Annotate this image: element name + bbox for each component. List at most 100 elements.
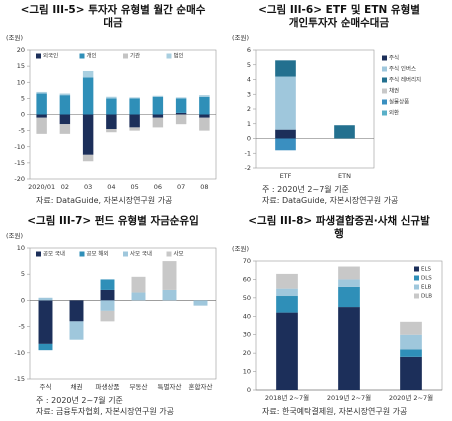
unit-label: (조원) <box>6 231 23 240</box>
y-tick-label: 6 <box>247 46 251 54</box>
legend-label: ELS <box>421 267 432 273</box>
x-tick-label: 04 <box>107 183 115 191</box>
y-tick-label: 60 <box>243 275 251 283</box>
x-tick-label: 2020년 2~7월 <box>389 393 433 402</box>
bar-segment <box>276 312 298 390</box>
chart-panel: <그림 III-8> 파생결합증권·사채 신규발행 (조원) 0 10 20 30 40 50… <box>226 211 452 421</box>
legend-swatch <box>414 266 419 272</box>
y-tick-label: 4 <box>247 76 251 84</box>
legend-label: 외환 <box>389 109 399 117</box>
legend-label: 주식 인버스 <box>389 65 416 73</box>
chart-note: 주 : 2020년 2~7월 기준 <box>36 396 123 405</box>
bar-segment <box>100 310 115 322</box>
bar-segment <box>82 114 94 155</box>
chart: (조원) 0 10 20 30 40 50 60 70 2018년 2~7월 2019년 2~7월 2… <box>232 244 443 402</box>
bar-segment <box>129 98 140 115</box>
unit-label: (조원) <box>232 33 249 42</box>
chart-note: 자료: DataGuide, 자본시장연구원 가공 <box>36 196 173 205</box>
bar-segment <box>129 127 140 131</box>
y-tick-label: 20 <box>17 46 25 54</box>
x-tick-label: 03 <box>84 183 92 191</box>
bar-segment <box>175 98 187 113</box>
bar-segment <box>162 261 177 290</box>
bar-segment <box>59 114 71 125</box>
chart-title: <그림 III-6> ETF 및 ETN 유형별 개인투자자 순매수대금 <box>258 4 420 29</box>
chart-note: 자료: 한국예탁결제원, 자본시장연구원 가공 <box>262 407 408 416</box>
legend-swatch <box>414 275 419 281</box>
bar-segment <box>400 356 422 390</box>
x-tick-label: 2020/01 <box>28 183 55 191</box>
bar-segment <box>100 289 115 301</box>
bar-segment <box>276 273 298 289</box>
unit-label: (조원) <box>6 33 23 42</box>
x-tick-label: ETN <box>338 172 351 180</box>
bar-segment <box>69 321 84 340</box>
bar-segment <box>106 98 117 115</box>
chart-title: <그림 III-7> 펀드 유형별 자금순유입 <box>27 215 199 227</box>
chart-panel: <그림 III-6> ETF 및 ETN 유형별 개인투자자 순매수대금 (조원)… <box>226 0 452 210</box>
bar-segment <box>338 266 360 280</box>
bar-segment <box>152 117 164 128</box>
y-tick-label: 5 <box>21 270 25 278</box>
bar-segment <box>106 96 117 99</box>
y-tick-label: -5 <box>19 323 25 331</box>
legend-label: DLB <box>421 294 432 300</box>
y-tick-label: 30 <box>243 331 251 339</box>
bar-segment <box>59 95 71 115</box>
bar-segment <box>82 70 94 78</box>
legend-label: 기관 <box>130 52 140 60</box>
x-tick-label: 2018년 2~7월 <box>265 393 309 402</box>
legend-swatch <box>79 53 85 59</box>
chart-panel: <그림 III-5> 투자자 유형별 월간 순매수대금 (조원) -20 -15 -10… <box>0 0 226 210</box>
bar-segment <box>82 77 94 115</box>
bar-segment <box>400 321 422 335</box>
plot-frame <box>29 247 217 380</box>
bar-segment <box>129 97 140 99</box>
bar-segment <box>38 297 53 301</box>
x-tick-label: 파생상품 <box>96 382 120 391</box>
legend-swatch <box>382 110 387 116</box>
legend-swatch <box>414 284 419 290</box>
y-tick-label: -10 <box>14 349 25 357</box>
bar-segment <box>338 279 360 287</box>
y-tick-label: 40 <box>243 312 251 320</box>
unit-label: (조원) <box>232 244 249 253</box>
y-tick-label: 1 <box>247 120 251 128</box>
bar-segment <box>276 288 298 297</box>
y-tick-label: -20 <box>14 175 25 183</box>
legend-label: DLS <box>421 276 432 282</box>
chart-panel: <그림 III-7> 펀드 유형별 자금순유입 (조원) -15 -10 -5 0 5 10 주… <box>0 211 226 421</box>
x-tick-label: 2019년 2~7월 <box>327 393 371 402</box>
legend-label: 실물상품 <box>389 98 409 106</box>
bar-segment <box>131 276 146 293</box>
legend-swatch <box>79 251 85 257</box>
chart-note: 주 : 2020년 2~7월 기준 <box>262 185 349 194</box>
legend-label: 사모 <box>174 250 184 258</box>
y-tick-label: 15 <box>17 62 25 70</box>
chart-title: <그림 III-5> 투자자 유형별 월간 순매수대금 <box>20 4 206 29</box>
legend-swatch <box>166 53 172 59</box>
bar-segment <box>152 96 164 115</box>
x-tick-label: 07 <box>177 183 185 191</box>
x-tick-label: 08 <box>200 183 208 191</box>
legend-swatch <box>123 53 128 59</box>
plot-frame <box>255 49 375 169</box>
y-tick-label: 70 <box>243 257 251 265</box>
bar-segment <box>36 91 47 94</box>
chart-title: <그림 III-8> 파생결합증권·사채 신규발행 <box>248 215 430 240</box>
y-tick-label: -15 <box>14 375 25 383</box>
legend-label: ELB <box>421 285 432 291</box>
legend-label: 주식 레버리지 <box>389 76 421 84</box>
y-tick-label: 0 <box>21 111 25 119</box>
bar-segment <box>334 125 355 139</box>
legend-swatch <box>36 251 41 257</box>
bar-segment <box>38 343 53 351</box>
y-tick-label: 50 <box>243 294 251 302</box>
bar-segment <box>400 349 422 357</box>
legend-swatch <box>382 77 387 83</box>
y-tick-label: 0 <box>21 296 25 304</box>
y-tick-label: -15 <box>14 159 25 167</box>
y-tick-label: 10 <box>17 78 25 86</box>
